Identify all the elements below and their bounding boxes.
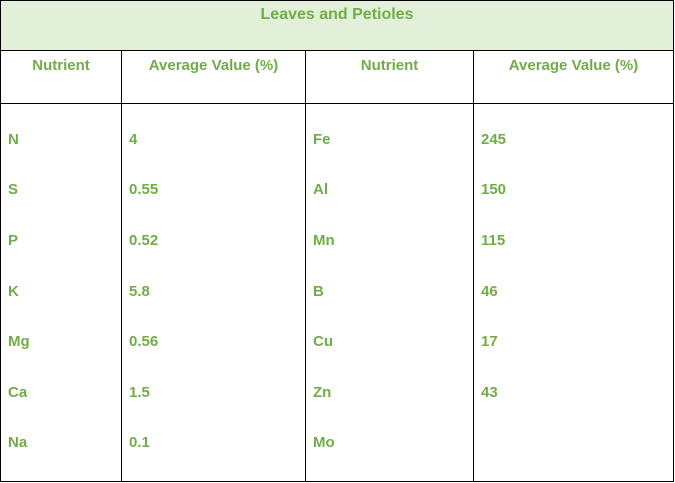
table-cell: 46 — [481, 283, 498, 300]
header-average-value-2: Average Value (%) — [508, 57, 639, 74]
table-cell: N — [8, 131, 19, 148]
table-cell: 150 — [481, 181, 507, 198]
table-cell: Ca — [8, 384, 28, 401]
header-nutrient-2: Nutrient — [360, 57, 419, 74]
table-title: Leaves and Petioles — [1, 1, 673, 51]
column-divider — [473, 51, 474, 481]
table-cell: Fe — [313, 131, 331, 148]
header-divider — [1, 103, 673, 104]
table-cell: 5.8 — [129, 283, 150, 300]
table-cell: 0.55 — [129, 181, 159, 198]
table-cell: Mn — [313, 232, 335, 249]
table-cell: 17 — [481, 333, 498, 350]
table-cell: K — [8, 283, 19, 300]
table-cell: 43 — [481, 384, 498, 401]
column-divider — [121, 51, 122, 481]
header-nutrient-1: Nutrient — [32, 57, 90, 74]
table-cell: 0.52 — [129, 232, 159, 249]
table-cell: Na — [8, 434, 28, 451]
table-cell: 4 — [129, 131, 138, 148]
table-cell: Al — [313, 181, 328, 198]
table-cell: 0.1 — [129, 434, 150, 451]
table-cell: 0.56 — [129, 333, 159, 350]
table-cell: 245 — [481, 131, 507, 148]
header-average-value-1: Average Value (%) — [148, 57, 279, 74]
table-cell: 1.5 — [129, 384, 150, 401]
table-cell: Mo — [313, 434, 335, 451]
table-cell: S — [8, 181, 19, 198]
table-cell: Zn — [313, 384, 332, 401]
table-cell: Cu — [313, 333, 333, 350]
table-cell: B — [313, 283, 324, 300]
table-cell: 115 — [481, 232, 506, 249]
table-cell: Mg — [8, 333, 30, 350]
column-divider — [305, 51, 306, 481]
table-cell: P — [8, 232, 19, 249]
